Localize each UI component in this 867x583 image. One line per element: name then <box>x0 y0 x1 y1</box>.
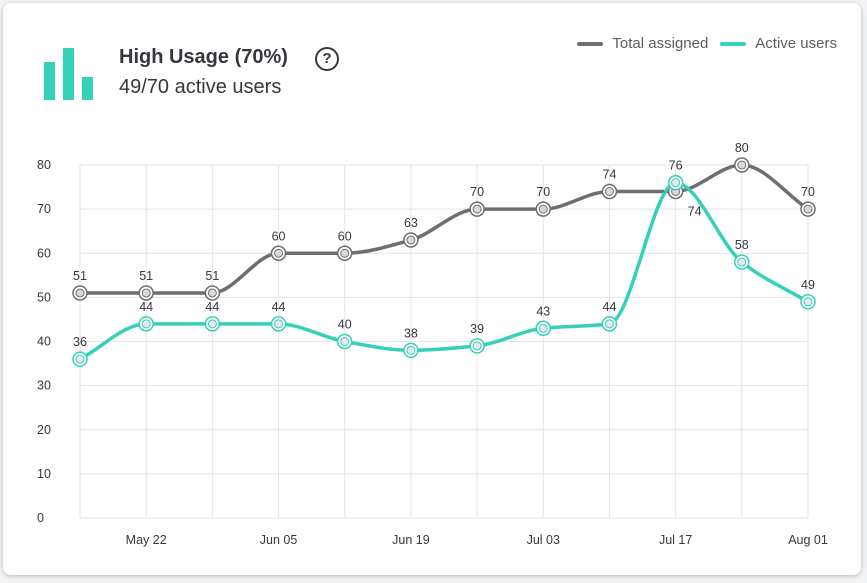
x-tick-label: Jun 19 <box>392 533 430 547</box>
x-tick-label: Jun 05 <box>260 533 298 547</box>
data-label-active: 38 <box>404 326 418 340</box>
y-tick-label: 60 <box>37 246 51 260</box>
y-tick-label: 20 <box>37 423 51 437</box>
y-tick-label: 30 <box>37 379 51 393</box>
data-label-total: 74 <box>688 204 702 218</box>
data-point-inner-total <box>604 186 614 196</box>
data-point-inner-total <box>472 204 482 214</box>
data-point-inner-active <box>803 297 813 307</box>
data-label-active: 58 <box>735 238 749 252</box>
data-label-active: 44 <box>205 300 219 314</box>
data-point-inner-total <box>538 204 548 214</box>
x-tick-label: May 22 <box>126 533 167 547</box>
data-label-total: 51 <box>205 269 219 283</box>
data-label-total: 60 <box>272 229 286 243</box>
data-label-active: 49 <box>801 278 815 292</box>
data-point-inner-total <box>340 248 350 258</box>
data-label-active: 40 <box>338 318 352 332</box>
data-point-inner-active <box>472 341 482 351</box>
question-circle-icon[interactable]: ? <box>315 47 339 71</box>
bar-chart-icon <box>44 48 93 100</box>
legend-item-total[interactable]: Total assigned <box>577 35 708 52</box>
data-point-inner-total <box>803 204 813 214</box>
data-point-inner-active <box>207 319 217 329</box>
data-label-total: 80 <box>735 141 749 155</box>
y-tick-label: 50 <box>37 290 51 304</box>
data-label-total: 60 <box>338 229 352 243</box>
y-tick-label: 80 <box>37 158 51 172</box>
data-point-inner-active <box>671 178 681 188</box>
data-point-inner-total <box>207 288 217 298</box>
data-label-active: 44 <box>272 300 286 314</box>
data-label-total: 74 <box>603 167 617 181</box>
data-point-inner-total <box>406 235 416 245</box>
x-tick-label: Jul 17 <box>659 533 692 547</box>
data-label-active: 39 <box>470 322 484 336</box>
data-point-inner-total <box>737 160 747 170</box>
data-point-inner-active <box>538 323 548 333</box>
data-label-active: 76 <box>669 159 683 173</box>
data-label-active: 36 <box>73 335 87 349</box>
legend: Total assigned Active users <box>577 35 837 52</box>
legend-item-active[interactable]: Active users <box>720 35 837 52</box>
data-label-active: 44 <box>603 300 617 314</box>
y-tick-label: 10 <box>37 467 51 481</box>
legend-label-active: Active users <box>755 35 837 52</box>
data-label-total: 70 <box>470 185 484 199</box>
data-label-total: 51 <box>73 269 87 283</box>
data-label-total: 70 <box>801 185 815 199</box>
x-tick-label: Aug 01 <box>788 533 828 547</box>
data-point-inner-active <box>75 354 85 364</box>
legend-label-total: Total assigned <box>612 35 709 52</box>
data-point-inner-active <box>274 319 284 329</box>
data-label-active: 44 <box>139 300 153 314</box>
data-label-total: 51 <box>139 269 153 283</box>
legend-swatch-active <box>720 41 747 46</box>
card-title: High Usage (70%) <box>119 46 288 68</box>
data-point-inner-total <box>274 248 284 258</box>
x-tick-label: Jul 03 <box>527 533 560 547</box>
data-point-inner-active <box>737 257 747 267</box>
y-tick-label: 0 <box>37 511 44 525</box>
data-label-active: 43 <box>536 304 550 318</box>
data-point-inner-active <box>406 345 416 355</box>
card-subtitle: 49/70 active users <box>119 76 282 98</box>
y-tick-label: 70 <box>37 202 51 216</box>
y-tick-label: 40 <box>37 335 51 349</box>
data-label-total: 70 <box>536 185 550 199</box>
data-point-inner-active <box>604 319 614 329</box>
data-point-inner-total <box>141 288 151 298</box>
data-point-inner-active <box>340 337 350 346</box>
legend-swatch-total <box>577 41 604 46</box>
data-label-total: 63 <box>404 216 418 230</box>
data-point-inner-active <box>141 319 151 329</box>
series-line-total <box>80 163 809 295</box>
data-point-inner-total <box>75 288 85 298</box>
